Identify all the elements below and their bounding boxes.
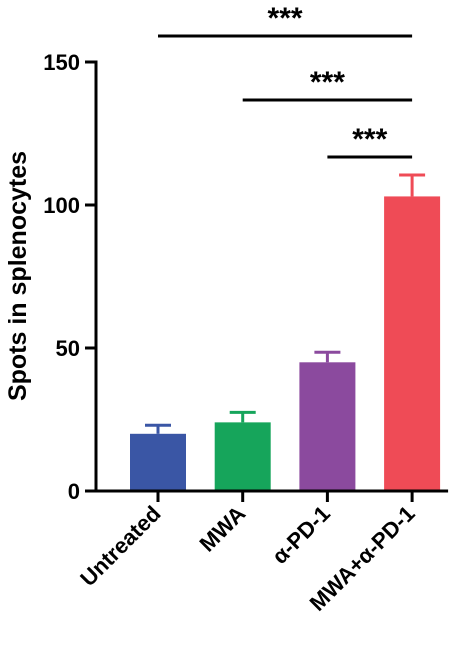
y-axis: 0 50 100 150 bbox=[43, 50, 98, 504]
y-tick-label: 50 bbox=[56, 336, 80, 361]
bar bbox=[214, 422, 271, 491]
bar bbox=[130, 433, 186, 491]
x-category-label: MWA bbox=[195, 501, 251, 557]
x-category-label: α-PD-1 bbox=[267, 501, 335, 569]
significance-label: *** bbox=[352, 123, 387, 156]
significance-label: *** bbox=[310, 66, 345, 99]
bar bbox=[384, 196, 441, 492]
significance-annotations: ********* bbox=[158, 2, 413, 159]
y-tick-label: 100 bbox=[43, 193, 80, 218]
bars bbox=[130, 173, 441, 492]
x-category-label: Untreated bbox=[75, 501, 165, 591]
y-tick-label: 150 bbox=[43, 50, 80, 75]
bar bbox=[299, 362, 356, 491]
y-tick-label: 0 bbox=[68, 479, 80, 504]
significance-label: *** bbox=[268, 2, 303, 35]
y-axis-title: Spots in splenocytes bbox=[4, 151, 32, 401]
